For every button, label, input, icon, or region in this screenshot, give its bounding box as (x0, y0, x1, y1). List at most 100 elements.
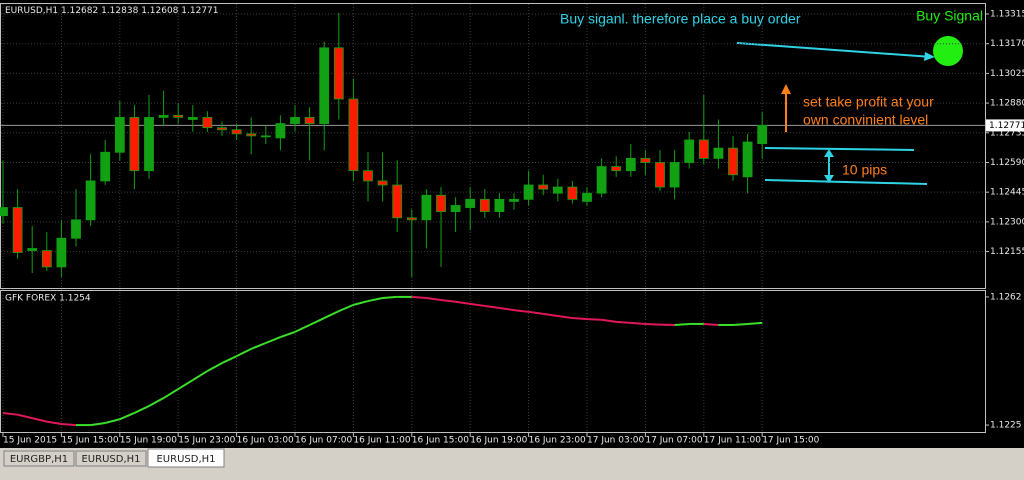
indicator-segment (177, 379, 194, 390)
indicator-segment (148, 397, 165, 407)
x-tick-label: 17 Jun 15:00 (762, 436, 819, 446)
buy-signal-dot (933, 36, 963, 66)
candle-body (377, 180, 388, 186)
indicator-segment (630, 321, 646, 325)
y-tick-label: 1.12445 (990, 188, 1024, 198)
y-tick-label: 1.13170 (990, 39, 1024, 49)
indicator-segment (732, 322, 748, 326)
x-tick-label: 15 Jun 19:00 (120, 436, 177, 446)
candle-body (640, 157, 651, 163)
x-tick-label: 15 Jun 2015 (3, 436, 57, 446)
candle-body (187, 117, 198, 120)
indicator-segment (616, 320, 631, 324)
candle-body (71, 219, 81, 239)
candle-body (275, 123, 286, 139)
y-tick-label: 1.12155 (990, 247, 1024, 257)
annotation: 10 pips (842, 162, 887, 178)
candle-body (319, 47, 330, 124)
candle-body (333, 47, 344, 100)
annotation: own convinient level (803, 112, 928, 128)
pips-line-bottom (764, 179, 928, 185)
indicator-segment (163, 388, 179, 399)
tab-label[interactable]: EURUSD,H1 (156, 454, 215, 465)
indicator-segment (338, 303, 354, 313)
x-tick-label: 16 Jun 07:00 (295, 436, 352, 446)
candle-body (421, 194, 432, 221)
price-tag (986, 119, 1024, 132)
candle-body (742, 141, 753, 178)
candle-body (114, 117, 125, 153)
x-tick-label: 17 Jun 11:00 (704, 436, 761, 446)
indicator-segment (206, 362, 223, 372)
candle-body (523, 184, 534, 200)
tab-label[interactable]: EURUSD,H1 (81, 454, 140, 465)
candle-body (465, 198, 476, 208)
candle-body (304, 117, 315, 124)
indicator-segment (323, 310, 340, 319)
indicator-segment (17, 413, 33, 420)
indicator-segment (645, 322, 661, 326)
x-tick-label: 17 Jun 07:00 (645, 436, 702, 446)
indicator-segment (411, 295, 427, 299)
candle-body (56, 237, 67, 268)
candle-body (158, 114, 169, 118)
candle-body (552, 186, 563, 194)
x-tick-label: 15 Jun 23:00 (178, 436, 235, 446)
indicator-segment (747, 321, 763, 325)
close-value: 1.12771 (181, 6, 218, 16)
indicator-segment (470, 302, 485, 307)
candle-body (260, 135, 271, 138)
indicator-segment (31, 417, 48, 423)
candle-body (436, 194, 446, 213)
candle-body (509, 198, 519, 202)
y-tick-label: 1.13315 (990, 10, 1024, 20)
y-tick-label: 1.12590 (990, 158, 1024, 168)
indicator-segment (528, 310, 544, 315)
candle-body (173, 114, 184, 118)
candle-body (392, 184, 403, 219)
indicator-segment (280, 330, 296, 339)
x-tick-label: 16 Jun 23:00 (529, 436, 586, 446)
indicator-segment (484, 304, 500, 309)
tab-label[interactable]: EURGBP,H1 (10, 454, 68, 465)
indicator-segment (236, 347, 252, 358)
x-tick-label: 17 Jun 03:00 (587, 436, 644, 446)
candle-body (231, 129, 242, 135)
pips-measure-head-bottom (824, 175, 834, 183)
indicator-segment (703, 322, 719, 326)
indicator-title: GFK FOREX 1.1254 (5, 294, 91, 304)
x-tick-label: 16 Jun 15:00 (412, 436, 469, 446)
indicator-segment (382, 295, 398, 299)
candle-body (27, 248, 38, 251)
signal-arrow-head (924, 52, 935, 61)
tab (75, 450, 147, 467)
candle-body (669, 162, 680, 188)
price-tag-label: 1.12771 (989, 121, 1024, 131)
candle-body (494, 198, 505, 213)
candle-body (479, 198, 490, 213)
candle-body (655, 162, 665, 188)
indicator-segment (46, 420, 62, 426)
y-tick-label: 1.1262 (990, 292, 1022, 302)
annotation: Buy siganl. therefore place a buy order (560, 11, 801, 27)
indicator-segment (440, 299, 456, 303)
annotation: set take profit at your (803, 94, 934, 110)
candle-body (129, 117, 140, 172)
pips-line-top (764, 147, 915, 151)
low-value: 1.12608 (141, 6, 178, 16)
candle-body (450, 205, 461, 213)
take-profit-arrow-head (781, 84, 791, 94)
tab (147, 448, 225, 468)
candle-body (728, 147, 738, 176)
open-value: 1.12682 (61, 6, 98, 16)
tab (3, 450, 75, 467)
indicator-segment (250, 342, 267, 350)
candle-body (85, 180, 96, 221)
candle-body (202, 117, 213, 129)
y-tick-label: 1.13025 (990, 69, 1024, 79)
candle-body (290, 117, 300, 124)
candle-body (698, 139, 709, 159)
